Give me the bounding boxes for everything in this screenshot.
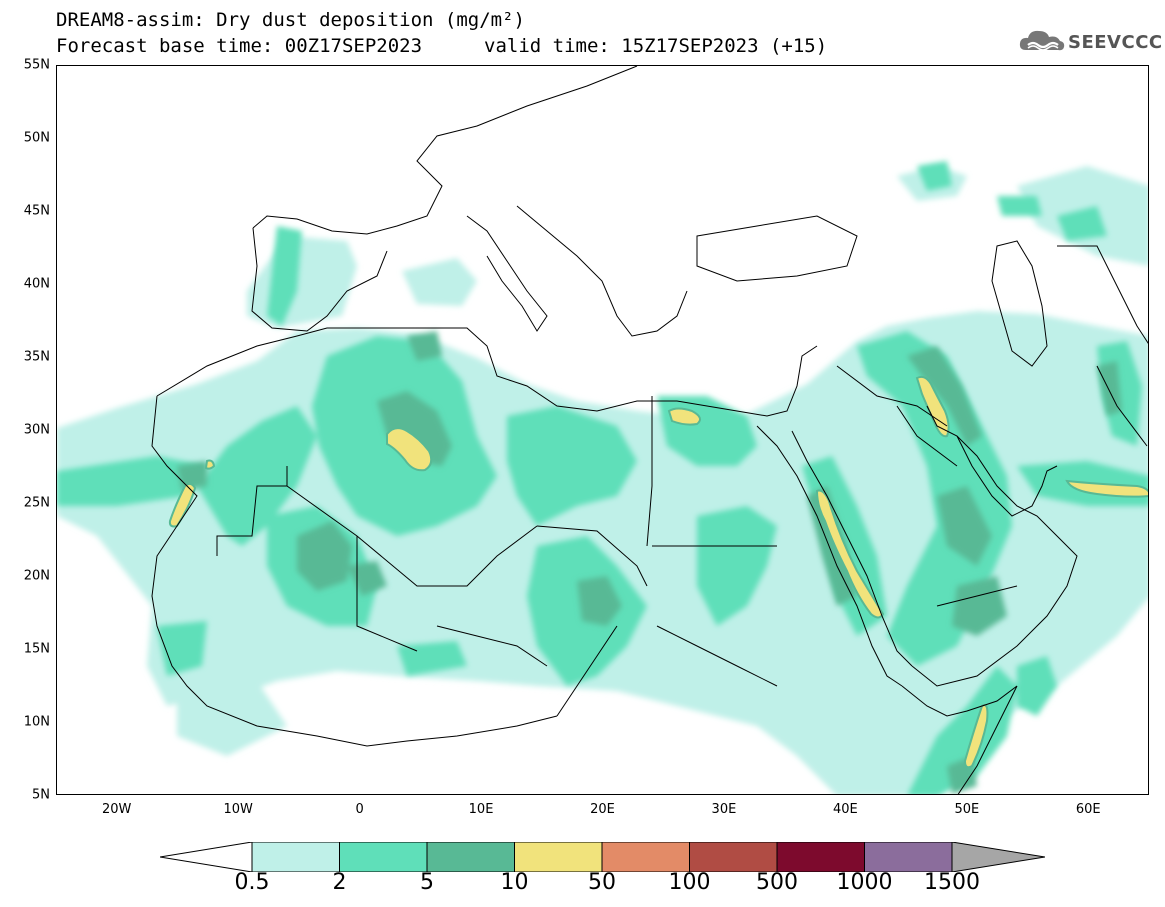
lon-label-20E: 20E xyxy=(590,802,615,817)
colorbar-segment-1 xyxy=(339,842,428,872)
coastlines-and-borders xyxy=(151,66,1148,794)
map-panel xyxy=(56,65,1149,795)
lon-label-50E: 50E xyxy=(954,802,980,817)
forecast-base-time: Forecast base time: 00Z17SEP2023 xyxy=(56,35,423,57)
dust-deposition-map xyxy=(57,66,1148,794)
lon-label-40E: 40E xyxy=(832,802,858,817)
colorbar-segment-3 xyxy=(514,842,603,872)
colorbar-segment-4 xyxy=(601,842,690,872)
lat-label-55N: 55N xyxy=(23,57,50,73)
colorbar-segment-5 xyxy=(689,842,778,872)
lon-label-0: 0 xyxy=(355,802,364,817)
colorbar-segment-7 xyxy=(864,842,953,872)
forecast-time-line: Forecast base time: 00Z17SEP2023 valid ti… xyxy=(56,35,827,57)
lat-label-15N: 15N xyxy=(23,641,50,657)
lat-label-10N: 10N xyxy=(23,714,50,730)
colorbar-label-100: 100 xyxy=(668,870,711,895)
colorbar-segment-0 xyxy=(251,842,340,872)
lon-label-20W: 20W xyxy=(102,802,132,817)
map-title: DREAM8-assim: Dry dust deposition (mg/m²… xyxy=(56,9,525,31)
logo-text: SEEVCCC xyxy=(1068,32,1163,53)
colorbar-min-arrow xyxy=(160,842,253,872)
lat-label-20N: 20N xyxy=(23,568,50,584)
lat-label-35N: 35N xyxy=(23,349,50,365)
colorbar-label-1000: 1000 xyxy=(836,870,893,895)
colorbar-label-0.5: 0.5 xyxy=(234,870,270,895)
colorbar-label-10: 10 xyxy=(500,870,529,895)
valid-time: valid time: 15Z17SEP2023 (+15) xyxy=(484,35,828,57)
colorbar-label-1500: 1500 xyxy=(924,870,980,895)
colorbar-max-arrow xyxy=(951,842,1045,872)
lat-label-30N: 30N xyxy=(23,422,50,438)
lat-label-50N: 50N xyxy=(23,130,50,146)
seevccc-logo: SEEVCCC xyxy=(1018,26,1162,56)
colorbar-segment-6 xyxy=(776,842,865,872)
lat-label-45N: 45N xyxy=(23,203,50,219)
colorbar-label-5: 5 xyxy=(420,870,434,895)
cloud-logo-icon xyxy=(1019,30,1065,51)
lon-label-10W: 10W xyxy=(223,802,253,817)
lon-label-60E: 60E xyxy=(1075,802,1101,817)
colorbar-label-500: 500 xyxy=(756,870,798,895)
lon-label-30E: 30E xyxy=(711,802,737,817)
colorbar xyxy=(160,842,1045,872)
colorbar-label-2: 2 xyxy=(332,870,347,895)
dust-layer-10 xyxy=(168,375,1148,769)
lat-label-40N: 40N xyxy=(23,276,50,292)
lat-label-25N: 25N xyxy=(23,495,50,511)
lat-label-5N: 5N xyxy=(32,787,50,803)
dust-layer-5 xyxy=(177,331,1122,794)
colorbar-label-50: 50 xyxy=(588,870,616,895)
lon-label-10E: 10E xyxy=(468,802,494,817)
colorbar-segment-2 xyxy=(426,842,515,872)
